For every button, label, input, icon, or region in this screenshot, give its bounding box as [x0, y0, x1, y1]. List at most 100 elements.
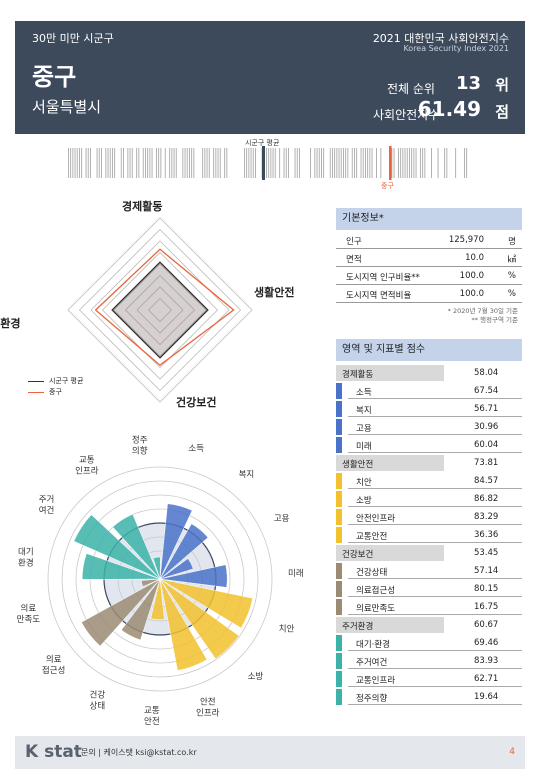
barcode-bar	[147, 148, 149, 178]
indicator-score: 84.57	[474, 476, 499, 486]
score-indicator-row: 대기·환경 69.46	[336, 635, 522, 651]
city-name: 서울특별시	[32, 98, 102, 116]
basic-info-unit: %	[507, 289, 516, 299]
polar-bar	[112, 513, 161, 580]
polar-label: 건강 상태	[90, 690, 106, 712]
indicator-name: 정주의향	[356, 694, 388, 704]
category-score: 53.45	[474, 548, 499, 558]
barcode-bar	[398, 148, 399, 178]
barcode-bar	[191, 148, 193, 178]
barcode-bar	[400, 148, 402, 178]
rank-barcode	[68, 146, 468, 180]
barcode-bar	[109, 148, 111, 178]
barcode-bar	[279, 148, 281, 178]
basic-note-1: * 2020년 7월 30일 기준	[447, 307, 518, 315]
barcode-bar	[206, 148, 208, 178]
indicator-name: 의료접근성	[356, 586, 396, 596]
indicator-name: 미래	[356, 442, 372, 452]
legend-self: 중구	[28, 387, 62, 397]
barcode-bar	[369, 148, 371, 178]
barcode-avg-label: 시군구 평균	[245, 139, 280, 147]
barcode-bar	[402, 148, 404, 178]
polar-bar	[81, 553, 161, 580]
barcode-bar	[120, 148, 122, 178]
barcode-bar	[255, 148, 256, 178]
polar-label: 복지	[239, 470, 255, 480]
polar-label: 교통 안전	[144, 706, 160, 727]
barcode-bar	[193, 148, 195, 178]
basic-info-value: 125,970	[448, 235, 484, 245]
indicator-name: 주거여건	[356, 658, 388, 668]
barcode-bar	[252, 148, 254, 178]
score-indicator-row: 의료만족도 16.75	[336, 599, 522, 615]
barcode-bar	[411, 148, 413, 178]
barcode-bar	[112, 148, 113, 178]
barcode-bar	[215, 148, 217, 178]
barcode-bar	[72, 148, 74, 178]
barcode-bar	[76, 148, 78, 178]
barcode-bar	[158, 148, 160, 178]
polar-label: 대기 환경	[18, 548, 34, 569]
barcode-bar	[455, 148, 457, 178]
radar-axis-label: 생활안전	[254, 285, 294, 299]
basic-info-row: 인구 125,970 명	[336, 232, 522, 249]
score-unit: 점	[495, 103, 509, 121]
basic-info-row: 면적 10.0 ㎢	[336, 250, 522, 267]
barcode-bar	[393, 148, 395, 178]
category-score: 58.04	[474, 368, 499, 378]
category-name: 주거환경	[342, 622, 374, 632]
barcode-bar	[189, 148, 190, 178]
barcode-bar	[151, 148, 153, 178]
polar-bar	[159, 523, 209, 580]
barcode-bar	[323, 148, 325, 178]
radar-grid-ring	[147, 297, 173, 323]
indicator-name: 치안	[356, 478, 372, 488]
barcode-avg-marker	[262, 146, 265, 180]
indicator-name: 교통안전	[356, 532, 388, 542]
basic-info-unit: 명	[508, 237, 516, 247]
barcode-bar	[114, 148, 116, 178]
score-category-row: 주거환경 60.67	[336, 617, 522, 633]
basic-info-title: 기본정보*	[336, 208, 522, 230]
barcode-bar	[244, 148, 245, 178]
legend-avg-text: 시군구 평균	[49, 377, 84, 385]
barcode-bar	[164, 148, 166, 178]
polar-grid-ring	[61, 480, 259, 678]
barcode-bar	[404, 148, 406, 178]
rank-label: 전체 순위	[387, 82, 435, 96]
barcode-bar	[347, 148, 349, 178]
barcode-bar	[316, 148, 318, 178]
polar-bar	[152, 556, 161, 580]
basic-note-2: ** 행정구역 기준	[471, 316, 518, 324]
polar-label: 교통 인프라	[75, 455, 99, 476]
basic-info-label: 도시지역 인구비율**	[346, 273, 420, 283]
polar-grid-ring	[47, 466, 273, 692]
barcode-bar	[96, 148, 98, 178]
barcode-bar	[127, 148, 129, 178]
brand-logo: K stat	[25, 742, 82, 762]
barcode-bar	[338, 148, 340, 178]
score-indicator-row: 소방 86.82	[336, 491, 522, 507]
polar-label: 치안	[279, 624, 295, 635]
basic-info-value: 10.0	[465, 253, 484, 263]
barcode-bar	[356, 148, 358, 178]
barcode-bar	[314, 148, 316, 178]
barcode-bar	[74, 148, 76, 178]
barcode-bar	[351, 148, 353, 178]
score-category-row: 생활안전 73.81	[336, 455, 522, 471]
category-name: 건강보건	[342, 550, 374, 560]
score-indicator-row: 교통인프라 62.71	[336, 671, 522, 687]
barcode-bar	[318, 148, 320, 178]
barcode-bar	[101, 148, 102, 178]
rank-value: 13	[455, 73, 481, 94]
barcode-bar	[224, 148, 226, 178]
indicator-name: 소방	[356, 496, 372, 506]
indicator-score: 86.82	[474, 494, 499, 504]
barcode-bar	[345, 148, 347, 178]
basic-info-unit: ㎢	[507, 255, 516, 265]
radar-grid-ring	[136, 286, 184, 334]
group-label: 30만 미만 시군구	[32, 32, 114, 45]
legend-self-line	[28, 391, 44, 393]
indicator-score: 80.15	[474, 584, 499, 594]
barcode-bar	[360, 148, 362, 178]
